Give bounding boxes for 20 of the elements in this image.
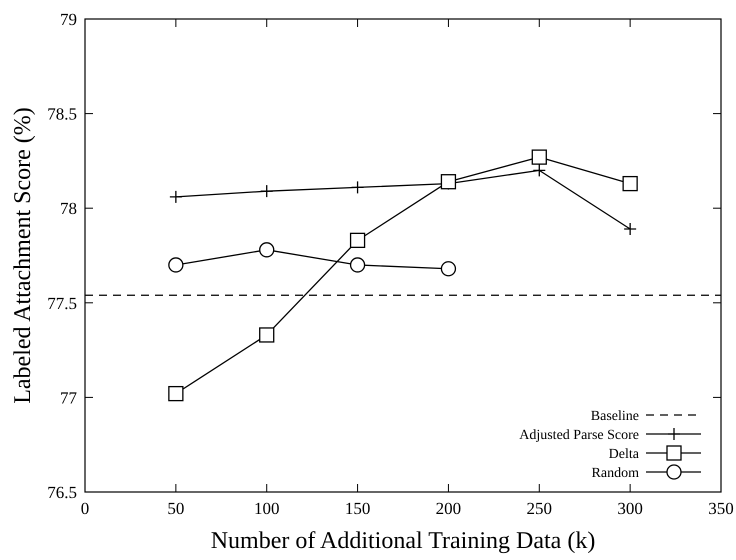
x-tick-label: 50 <box>167 499 184 518</box>
y-tick-label: 78 <box>60 199 77 218</box>
legend-label: Adjusted Parse Score <box>519 428 639 443</box>
y-tick-label: 76.5 <box>47 483 77 502</box>
y-tick-label: 78.5 <box>47 104 77 124</box>
y-tick-label: 79 <box>60 10 77 29</box>
legend-label: Baseline <box>590 409 639 424</box>
x-axis-title: Number of Additional Training Data (k) <box>210 528 596 554</box>
x-tick-label: 300 <box>617 499 643 518</box>
legend-label: Delta <box>608 447 640 462</box>
legend-label: Random <box>592 466 640 481</box>
y-axis-title: Labeled Attachment Score (%) <box>10 107 36 404</box>
x-tick-label: 100 <box>254 499 280 518</box>
y-tick-label: 77 <box>60 388 78 408</box>
x-tick-label: 150 <box>344 499 370 518</box>
x-tick-label: 250 <box>526 499 552 518</box>
x-tick-label: 200 <box>436 499 462 518</box>
x-tick-label: 0 <box>80 499 90 518</box>
x-tick-label: 350 <box>708 499 734 518</box>
y-tick-label: 77.5 <box>47 294 77 313</box>
